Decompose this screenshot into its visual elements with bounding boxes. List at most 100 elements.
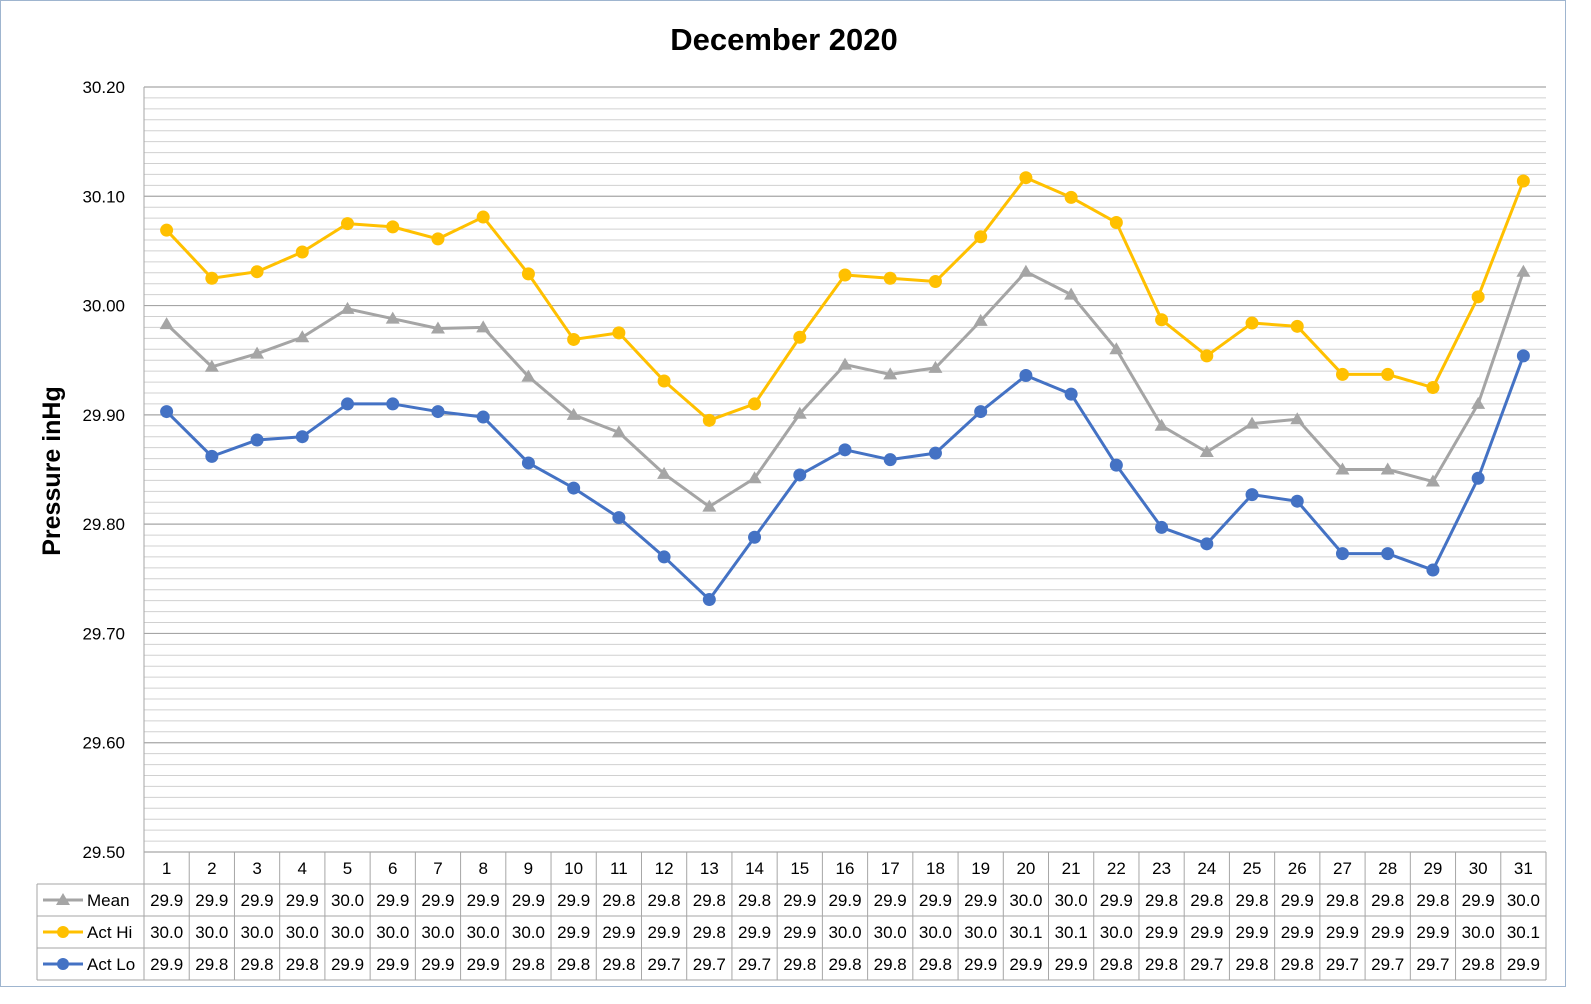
data-point (974, 405, 988, 419)
table-cell: 29.8 (1235, 955, 1268, 974)
table-cell: 29.9 (1371, 923, 1404, 942)
x-category-label: 1 (162, 859, 171, 878)
y-axis-label: Pressure inHg (38, 386, 66, 556)
x-category-label: 20 (1016, 859, 1035, 878)
data-point (1425, 474, 1440, 487)
data-point (611, 425, 626, 438)
table-cell: 29.9 (919, 891, 952, 910)
data-point (431, 405, 445, 419)
table-cell: 29.8 (1326, 891, 1359, 910)
data-point (792, 406, 807, 419)
data-point (793, 330, 807, 344)
data-point (838, 268, 852, 282)
table-cell: 29.8 (1371, 891, 1404, 910)
gridlines (143, 86, 1546, 853)
y-tick-label: 30.20 (82, 78, 125, 97)
table-cell: 30.0 (919, 923, 952, 942)
data-table: 1 2 3 4 5 6 7 8 9 10 11 12 13 14 15 16 17 18 19 20 21 22 23 24 2… (36, 851, 1547, 981)
data-point (1019, 171, 1033, 185)
table-cell: 30.0 (1009, 891, 1042, 910)
x-category-label: 9 (524, 859, 533, 878)
data-point (657, 374, 671, 388)
data-point (883, 367, 898, 380)
data-point (295, 330, 310, 343)
legend-label: Act Hi (87, 923, 132, 942)
data-point (1380, 462, 1395, 475)
x-category-label: 5 (343, 859, 352, 878)
table-cell: 30.0 (467, 923, 500, 942)
data-point (883, 453, 897, 467)
data-point (567, 332, 581, 346)
legend-key-act-hi (43, 926, 83, 938)
table-cell: 29.8 (195, 955, 228, 974)
data-point (476, 210, 490, 224)
table-cell: 29.9 (1055, 955, 1088, 974)
data-point (250, 346, 265, 359)
table-cell: 29.9 (1507, 955, 1540, 974)
data-point (1290, 494, 1304, 508)
data-point (1516, 264, 1531, 277)
table-cell: 29.8 (602, 891, 635, 910)
data-point (386, 220, 400, 234)
table-cell: 29.9 (1235, 923, 1268, 942)
data-point (385, 311, 400, 324)
data-point (1200, 537, 1214, 551)
data-point (476, 320, 491, 333)
legend-label: Mean (87, 891, 130, 910)
table-cell: 30.0 (828, 923, 861, 942)
pressure-line-chart: December 2020 Pressure inHg 29.5029.6029… (36, 22, 1547, 981)
data-point (928, 446, 942, 460)
table-cell: 29.9 (783, 891, 816, 910)
table-cell: 29.7 (1416, 955, 1449, 974)
x-category-label: 18 (926, 859, 945, 878)
data-point (1064, 387, 1078, 401)
table-cell: 29.9 (241, 891, 274, 910)
data-point (702, 593, 716, 607)
table-cell: 29.9 (421, 891, 454, 910)
y-tick-label: 29.70 (82, 624, 125, 643)
data-point (1245, 488, 1259, 502)
data-point (1290, 319, 1304, 333)
series-layer (159, 171, 1531, 607)
data-point (341, 397, 355, 411)
data-point (1109, 342, 1124, 355)
y-tick-label: 29.90 (82, 406, 125, 425)
table-cell: 29.9 (964, 955, 997, 974)
x-category-label: 10 (564, 859, 583, 878)
y-tick-label: 29.50 (82, 843, 125, 862)
data-point (1290, 412, 1305, 425)
x-category-label: 8 (478, 859, 487, 878)
table-cell: 29.8 (1100, 955, 1133, 974)
data-point (883, 271, 897, 285)
x-category-label: 7 (433, 859, 442, 878)
table-cell: 30.1 (1055, 923, 1088, 942)
data-point (430, 321, 445, 334)
table-cell: 30.0 (1100, 923, 1133, 942)
table-cell: 29.9 (1416, 923, 1449, 942)
table-cell: 29.8 (828, 955, 861, 974)
data-point (657, 466, 672, 479)
x-category-label: 30 (1469, 859, 1488, 878)
table-cell: 30.0 (964, 923, 997, 942)
table-cell: 30.1 (1009, 923, 1042, 942)
data-point (566, 407, 581, 420)
table-cell: 30.0 (1462, 923, 1495, 942)
y-axis-ticks: 29.50 29.60 29.70 29.80 29.90 30.00 30.10 30.20 (82, 78, 125, 862)
x-category-label: 16 (836, 859, 855, 878)
legend-label: Act Lo (87, 955, 135, 974)
table-cell: 29.9 (1100, 891, 1133, 910)
table-cell: 29.8 (557, 955, 590, 974)
data-point (612, 511, 626, 525)
table-cell: 30.1 (1507, 923, 1540, 942)
data-point (928, 275, 942, 289)
data-point (1516, 349, 1530, 363)
data-point (974, 230, 988, 244)
table-cell: 29.9 (467, 955, 500, 974)
data-point (160, 405, 174, 419)
data-point (838, 443, 852, 457)
data-point (1471, 290, 1485, 304)
table-cell: 30.0 (512, 923, 545, 942)
table-cell: 29.9 (602, 923, 635, 942)
table-cell: 29.9 (286, 891, 319, 910)
table-cell: 29.9 (964, 891, 997, 910)
